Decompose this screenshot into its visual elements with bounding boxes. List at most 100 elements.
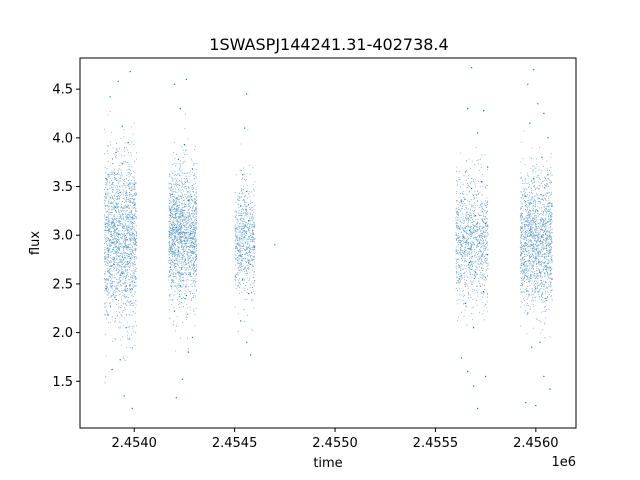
data-point <box>539 341 541 343</box>
data-point <box>531 346 533 348</box>
x-tick-label: 2.4545 <box>212 436 258 451</box>
data-point <box>549 252 551 254</box>
y-tick-label: 2.0 <box>52 326 73 341</box>
data-point <box>466 107 469 110</box>
data-point <box>529 122 531 124</box>
data-point <box>185 294 188 297</box>
data-point <box>535 288 537 290</box>
x-axis-offset-label: 1e6 <box>551 455 576 470</box>
data-point <box>484 375 487 378</box>
data-point <box>529 229 531 231</box>
data-point <box>189 273 192 275</box>
data-point <box>183 240 186 242</box>
data-point <box>476 407 479 410</box>
y-tick-label: 4.0 <box>52 131 73 146</box>
data-point <box>191 336 194 339</box>
data-point <box>543 375 545 378</box>
data-point <box>131 281 133 283</box>
data-point <box>486 166 489 168</box>
data-point <box>111 368 113 371</box>
data-point <box>462 236 465 238</box>
y-tick-label: 3.0 <box>52 229 73 244</box>
data-point <box>175 226 178 229</box>
data-point <box>123 246 125 248</box>
data-point <box>478 242 481 244</box>
data-point <box>133 183 135 186</box>
data-point <box>274 244 276 246</box>
data-point <box>109 239 111 241</box>
data-point <box>246 190 248 193</box>
data-point <box>545 297 547 300</box>
data-point <box>486 254 489 256</box>
data-point <box>129 257 131 260</box>
data-point <box>133 237 135 239</box>
data-point <box>115 298 117 301</box>
data-point <box>246 93 248 95</box>
data-point <box>474 215 477 217</box>
x-tick-label: 2.4540 <box>111 436 157 451</box>
y-tick-label: 3.5 <box>52 180 73 195</box>
plot-frame <box>79 57 577 429</box>
data-point <box>460 200 463 202</box>
data-point <box>525 402 527 404</box>
y-tick-label: 2.5 <box>52 277 73 292</box>
data-point <box>113 224 115 227</box>
data-point <box>175 397 178 399</box>
data-point <box>248 292 250 295</box>
data-point <box>193 210 196 212</box>
data-point <box>482 109 485 112</box>
data-point <box>173 310 176 312</box>
data-point <box>248 219 250 222</box>
data-point <box>242 278 244 280</box>
data-point <box>545 222 547 225</box>
data-point <box>551 278 553 280</box>
data-point <box>125 206 127 208</box>
data-point <box>244 236 246 238</box>
data-point <box>460 357 463 359</box>
x-axis-ticks: 2.4540 2.4545 2.4550 2.4555 2.4560 <box>111 428 559 451</box>
data-point <box>252 229 254 231</box>
data-point <box>115 151 117 154</box>
data-point <box>181 378 184 380</box>
x-tick-label: 2.4560 <box>513 436 559 451</box>
y-tick-label: 4.5 <box>52 83 73 98</box>
data-point <box>131 407 133 410</box>
data-point <box>537 210 539 212</box>
data-point <box>125 327 127 329</box>
data-point <box>468 261 471 264</box>
y-tick-label: 1.5 <box>52 375 73 390</box>
data-point <box>541 236 543 238</box>
data-point <box>193 246 196 248</box>
data-point <box>543 112 545 115</box>
data-point <box>535 404 537 407</box>
data-point <box>171 193 174 195</box>
data-points <box>105 67 553 410</box>
data-point <box>169 266 172 268</box>
data-point <box>472 385 475 387</box>
data-point <box>464 171 467 173</box>
data-point <box>113 263 115 266</box>
data-point <box>533 178 535 180</box>
data-point <box>533 69 535 71</box>
data-point <box>470 187 473 190</box>
data-point <box>105 288 107 290</box>
data-point <box>464 302 467 305</box>
data-point <box>179 285 182 287</box>
data-point <box>121 125 123 127</box>
data-point <box>250 354 252 356</box>
data-point <box>109 96 111 98</box>
data-point <box>181 215 184 217</box>
data-point <box>468 229 471 231</box>
dense-point-cloud <box>104 111 553 384</box>
data-point <box>239 320 242 322</box>
data-point <box>187 351 190 353</box>
data-point <box>123 395 125 397</box>
data-point <box>531 244 533 246</box>
data-point <box>541 156 543 158</box>
data-point <box>537 103 539 105</box>
data-point <box>472 327 475 329</box>
data-point <box>177 251 180 253</box>
data-point <box>549 388 551 390</box>
data-point <box>523 263 525 266</box>
